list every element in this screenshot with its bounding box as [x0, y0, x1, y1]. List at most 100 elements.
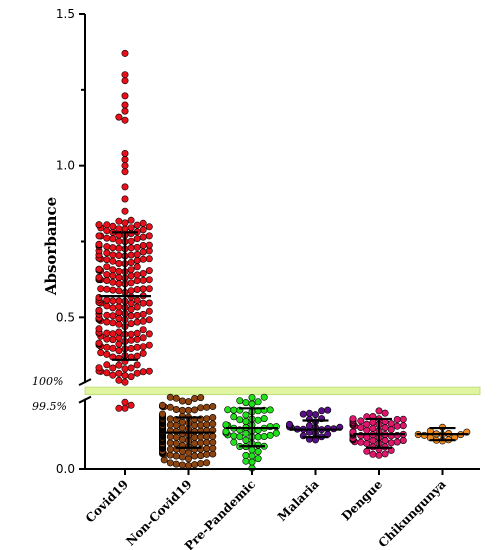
data-point — [127, 344, 135, 352]
data-point — [109, 278, 117, 286]
data-point — [209, 432, 217, 440]
data-point — [248, 446, 256, 454]
data-point — [109, 371, 117, 379]
data-point — [109, 319, 117, 327]
data-point — [127, 336, 135, 344]
data-point — [139, 299, 147, 307]
data-point — [260, 393, 268, 401]
data-point — [191, 461, 199, 469]
data-point — [115, 314, 123, 322]
data-point — [166, 445, 174, 453]
data-point — [203, 403, 211, 411]
data-point — [349, 415, 357, 423]
data-point — [103, 302, 111, 310]
data-point — [224, 406, 232, 414]
data-point — [103, 249, 111, 257]
data-point — [115, 328, 123, 336]
data-point — [115, 273, 123, 281]
data-point — [133, 243, 141, 251]
data-point — [145, 299, 153, 307]
data-point — [266, 431, 274, 439]
y-tick-label: 0.0 — [56, 462, 75, 476]
data-point — [399, 415, 407, 423]
cutoff-label-bottom: 99.5% — [32, 400, 67, 413]
data-point — [209, 450, 217, 458]
data-point — [127, 244, 135, 252]
data-point — [133, 361, 141, 369]
data-point — [272, 429, 280, 437]
data-point — [115, 320, 123, 328]
data-point — [109, 235, 117, 243]
data-point — [197, 404, 205, 412]
data-point — [109, 266, 117, 274]
data-point — [363, 439, 371, 447]
data-point — [166, 459, 174, 467]
data-point — [115, 259, 123, 267]
data-point — [299, 410, 307, 418]
data-point — [121, 77, 129, 85]
data-point — [387, 439, 395, 447]
data-point — [103, 271, 111, 279]
data-point — [166, 393, 174, 401]
data-point — [185, 449, 193, 457]
data-point — [121, 101, 129, 109]
data-point — [121, 398, 129, 406]
data-point — [133, 311, 141, 319]
data-point — [185, 406, 193, 414]
data-point — [103, 329, 111, 337]
data-point — [133, 271, 141, 279]
data-point — [121, 183, 129, 191]
data-point — [133, 221, 141, 229]
data-point — [381, 424, 389, 432]
data-point — [363, 426, 371, 434]
data-point — [121, 150, 129, 158]
data-point — [127, 258, 135, 266]
data-point — [121, 168, 129, 176]
data-point — [254, 455, 262, 463]
data-point — [254, 416, 262, 424]
data-point — [127, 216, 135, 224]
data-point — [399, 422, 407, 430]
data-point — [127, 230, 135, 238]
data-point — [133, 235, 141, 243]
data-point — [115, 279, 123, 287]
data-point — [121, 162, 129, 170]
data-point — [145, 241, 153, 249]
data-point — [203, 421, 211, 429]
data-point — [139, 317, 147, 325]
data-point — [191, 394, 199, 402]
data-point — [115, 309, 123, 317]
data-point — [381, 436, 389, 444]
data-point — [115, 287, 123, 295]
data-point — [230, 406, 238, 414]
data-point — [103, 296, 111, 304]
data-point — [121, 219, 129, 227]
x-tick-label: Malaria — [275, 477, 322, 524]
data-point — [145, 285, 153, 293]
data-point — [139, 269, 147, 277]
data-point — [127, 305, 135, 313]
data-point — [197, 452, 205, 460]
data-point — [121, 371, 129, 379]
data-point — [121, 195, 129, 203]
data-point — [103, 285, 111, 293]
data-point — [139, 349, 147, 357]
data-point — [103, 311, 111, 319]
data-point — [203, 415, 211, 423]
data-point — [115, 347, 123, 355]
data-point — [139, 242, 147, 250]
data-point — [133, 256, 141, 264]
data-point — [109, 244, 117, 252]
data-point — [127, 266, 135, 274]
axis-break-bottom — [78, 395, 92, 404]
data-point — [369, 418, 377, 426]
data-point — [191, 452, 199, 460]
data-point — [109, 251, 117, 259]
data-point — [121, 207, 129, 215]
data-point — [95, 221, 103, 229]
data-point — [103, 318, 111, 326]
data-point — [260, 415, 268, 423]
data-point — [242, 457, 250, 465]
data-point — [139, 248, 147, 256]
data-point — [145, 247, 153, 255]
